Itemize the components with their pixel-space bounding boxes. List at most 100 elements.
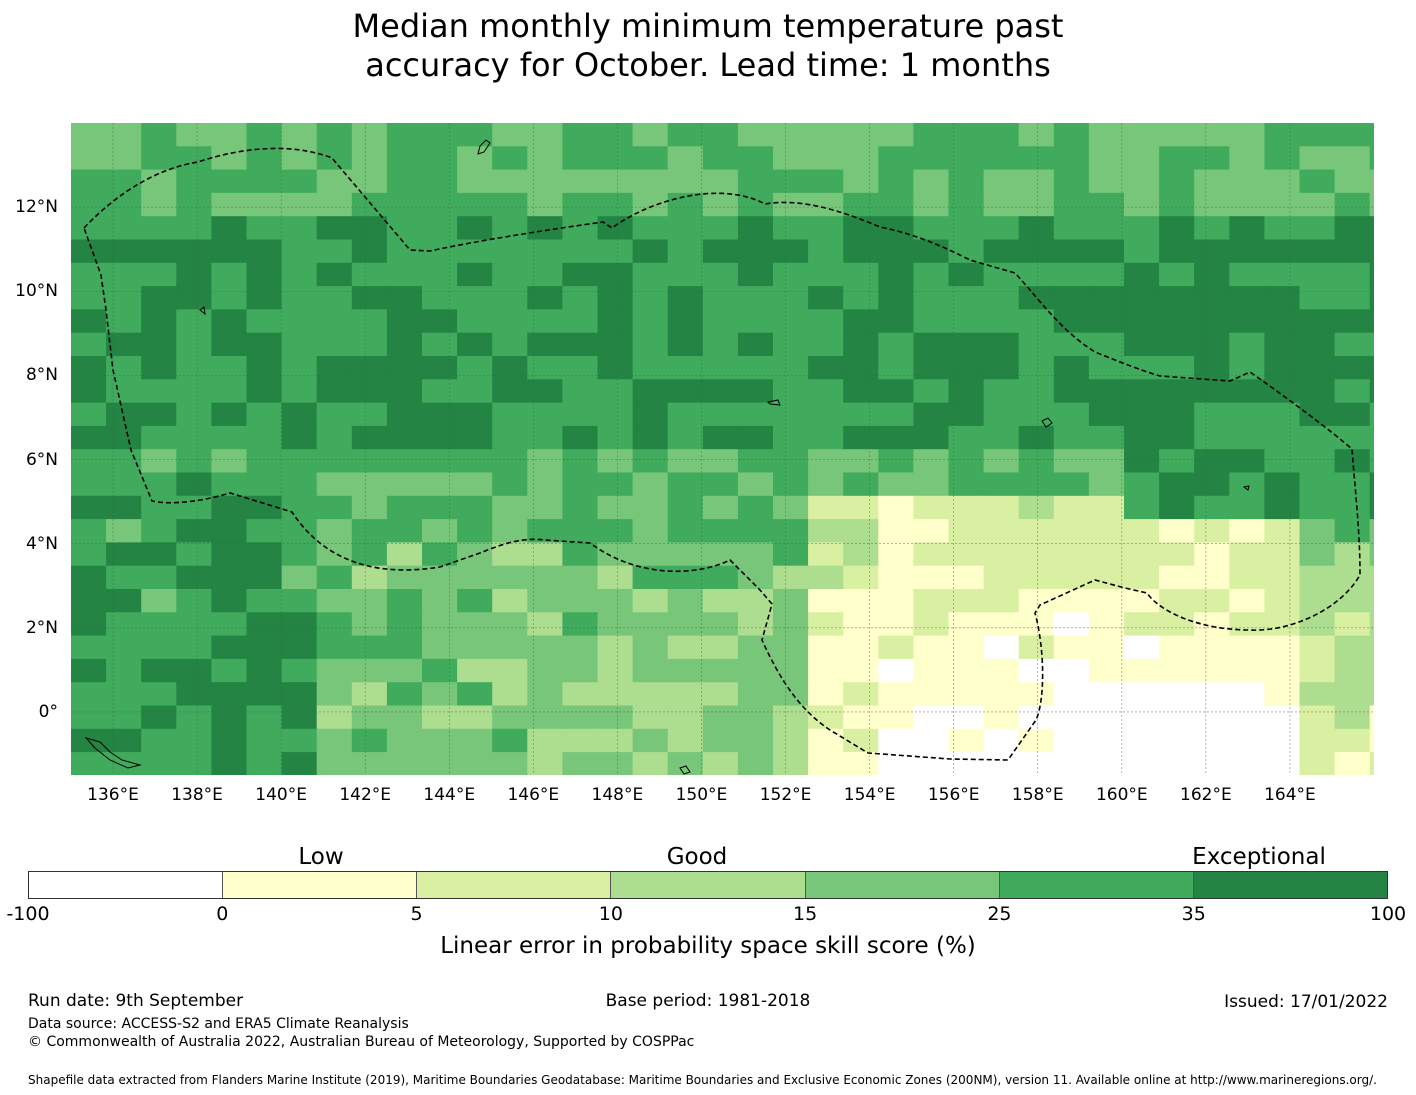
grid-cell [246,402,283,427]
grid-cell [562,216,598,240]
colorbar-label: Linear error in probability space skill … [440,933,976,959]
grid-cell [632,169,669,194]
grid-cell [562,169,598,194]
grid-cell [211,752,247,775]
grid-cell [702,752,739,775]
grid-cell [1018,519,1055,543]
grid-cell [281,402,318,427]
grid-cell [141,449,177,473]
grid-cell [843,425,879,450]
grid-cell [737,239,774,264]
grid-cell [71,682,107,706]
grid-cell [737,379,774,404]
grid-cell [422,612,458,637]
grid-cell [1229,565,1265,590]
grid-cell [983,495,1020,520]
grid-cell [1194,262,1230,287]
grid-cell [141,332,177,357]
grid-cell [1194,356,1230,380]
grid-cell [808,402,844,427]
grid-cell [948,402,985,427]
grid-cell [106,449,142,473]
grid-cell [281,658,318,683]
grid-cell [1159,589,1195,613]
grid-cell [1334,169,1371,194]
grid-cell [422,425,458,450]
grid-cell [71,752,107,775]
grid-cell [1299,519,1336,543]
grid-cell [316,332,353,357]
grid-cell [71,286,107,310]
grid-cell [422,239,458,264]
grid-cell [422,542,458,567]
grid-cell [351,286,388,310]
grid-cell [597,146,634,171]
grid-cell [737,146,774,171]
grid-cell [913,216,949,240]
grid-cell [632,682,669,706]
grid-cell [281,379,318,404]
grid-cell [948,752,985,775]
grid-cell [1194,565,1230,590]
grid-cell [316,495,353,520]
grid-cell [71,658,107,683]
grid-cell [176,519,212,543]
grid-cell [1088,216,1125,240]
grid-cell [913,425,949,450]
grid-cell [1124,262,1160,287]
grid-cell [386,565,423,590]
eez-boundary [83,147,1361,761]
grid-cell [1194,635,1230,660]
grid-cell [737,192,774,217]
grid-cell [1194,146,1230,171]
grid-cell [386,286,423,310]
grid-cell [386,239,423,264]
grid-cell [527,705,563,730]
longitude-tick-label: 152°E [759,785,812,805]
data-source: Data source: ACCESS-S2 and ERA5 Climate … [28,1016,409,1032]
grid-cell [562,472,598,497]
grid-cell [1264,612,1300,637]
grid-cell [492,332,528,357]
grid-cell [667,728,704,753]
grid-cell [1088,379,1125,404]
grid-cell [141,589,177,613]
grid-cell [1159,682,1195,706]
grid-cell [281,425,318,450]
grid-cell [211,658,247,683]
grid-cell [843,472,879,497]
grid-cell [948,705,985,730]
pohnpei-island [1041,417,1053,428]
grid-cell [843,169,879,194]
grid-cell [1299,192,1336,217]
grid-cell [422,728,458,753]
grid-cell [1053,542,1090,567]
grid-cell [632,752,669,775]
grid-cell [106,705,142,730]
grid-cell [141,705,177,730]
grid-cell [878,332,914,357]
grid-cell [492,705,528,730]
grid-cell [1124,239,1160,264]
grid-cell [422,752,458,775]
grid-cell [808,519,844,543]
grid-cell [492,495,528,520]
grid-cell [1124,728,1160,753]
grid-cell [913,379,949,404]
grid-cell [1334,728,1371,753]
grid-cell [983,309,1020,334]
grid-cell [176,262,212,287]
grid-cell [1194,286,1230,310]
grid-cell [808,589,844,613]
grid-cell [106,565,142,590]
grid-cell [176,309,212,334]
grid-cell [316,286,353,310]
grid-cell [71,449,107,473]
grid-cell [1369,728,1374,753]
grid-cell [492,286,528,310]
grid-cell [913,565,949,590]
grid-cell [632,472,669,497]
grid-cell [667,216,704,240]
grid-cell [1124,192,1160,217]
longitude-tick-label: 144°E [423,785,476,805]
